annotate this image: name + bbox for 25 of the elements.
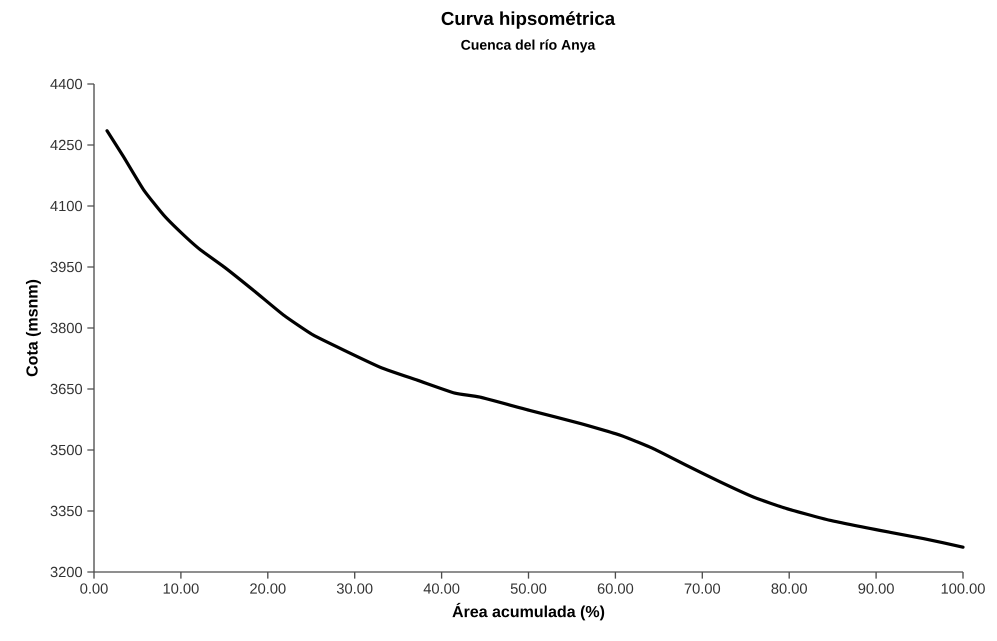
y-tick-label: 3950	[50, 262, 82, 272]
x-tick-label: 10.00	[164, 583, 199, 594]
x-tick-label: 20.00	[250, 583, 286, 594]
x-tick-label: 80.00	[771, 583, 807, 594]
x-axis-title: Área acumulada (%)	[452, 602, 604, 620]
x-tick-label: 60.00	[598, 583, 634, 594]
y-tick-label: 4100	[50, 200, 82, 212]
y-tick-label: 3500	[50, 444, 82, 456]
y-tick-label: 3200	[50, 566, 82, 578]
x-tick-label: 30.00	[336, 583, 372, 594]
x-tick-label: 50.00	[510, 583, 546, 594]
x-tick-label: 0.00	[80, 583, 108, 594]
x-tick-label: 100.00	[942, 583, 985, 594]
y-tick-label: 3800	[50, 322, 82, 334]
x-tick-label: 70.00	[684, 583, 720, 594]
line-series	[105, 129, 965, 549]
y-tick-label: 3350	[50, 506, 82, 516]
y-tick-label: 4400	[50, 78, 82, 90]
y-tick-label: 4250	[50, 140, 82, 150]
chart-title: Curva hipsométrica	[442, 11, 616, 29]
y-tick-label: 3650	[50, 384, 82, 394]
x-tick-label: 40.00	[424, 583, 460, 594]
x-tick-label: 90.00	[858, 583, 894, 594]
y-axis-title: Cota (msnm)	[26, 280, 41, 376]
chart-subtitle: Cuenca del río Anya	[461, 39, 596, 53]
